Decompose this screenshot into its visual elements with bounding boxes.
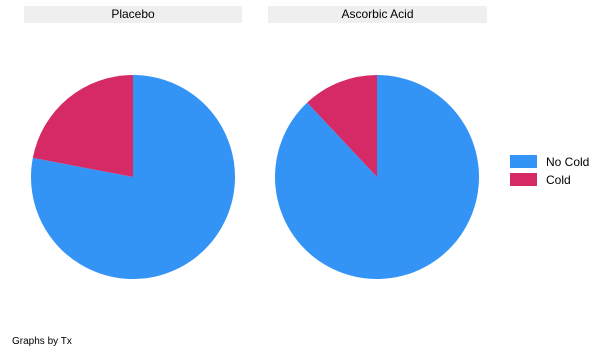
pie-slice-ascorbic-acid-cold [307, 75, 377, 177]
legend: No Cold Cold [510, 153, 589, 189]
pie-slice-placebo-cold [32, 75, 133, 177]
panel-title-ascorbic-acid: Ascorbic Acid [268, 6, 487, 23]
pie-slice-ascorbic-acid-no-cold [275, 75, 480, 279]
legend-item-no-cold: No Cold [510, 153, 589, 170]
legend-swatch-no-cold [510, 155, 537, 168]
graphs-by-note: Graphs by Tx [12, 336, 72, 347]
legend-swatch-cold [510, 173, 537, 186]
panel-title-placebo: Placebo [24, 6, 242, 23]
legend-label-no-cold: No Cold [546, 154, 590, 169]
legend-item-cold: Cold [510, 171, 589, 188]
legend-label-cold: Cold [546, 172, 571, 187]
